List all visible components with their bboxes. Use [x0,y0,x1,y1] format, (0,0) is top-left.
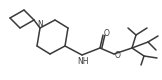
Text: O: O [104,28,110,38]
Text: N: N [37,20,43,28]
Text: O: O [115,52,121,60]
Text: NH: NH [77,56,89,66]
